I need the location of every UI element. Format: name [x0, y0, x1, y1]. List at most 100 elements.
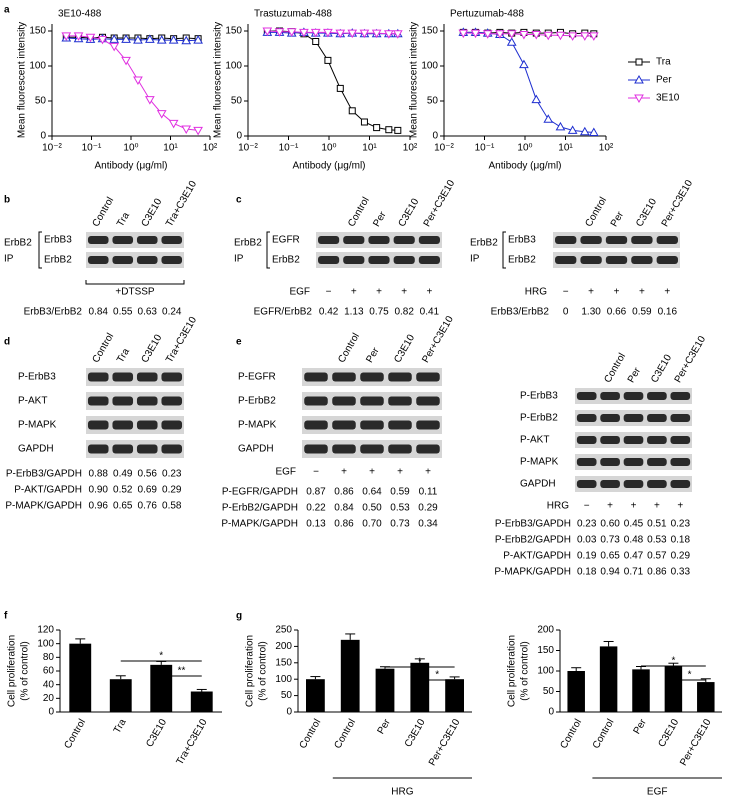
- marker: [348, 107, 356, 115]
- sign: +: [607, 501, 613, 512]
- quant-value: 0.18: [671, 535, 691, 546]
- marker: [324, 56, 332, 64]
- quant-value: 0.41: [420, 307, 440, 318]
- x-tick-label: 10⁻²: [42, 143, 62, 154]
- band: [318, 256, 340, 264]
- band: [600, 458, 620, 466]
- marker: [73, 32, 84, 41]
- band: [360, 396, 384, 406]
- quant-value: 0.23: [577, 519, 597, 530]
- band: [647, 458, 667, 466]
- marker: [385, 126, 393, 134]
- row-label: P-ErbB3: [520, 391, 558, 402]
- band: [580, 236, 602, 244]
- y-tick-label: 50: [35, 96, 47, 107]
- panel-label: e: [236, 337, 242, 348]
- marker: [531, 94, 542, 104]
- lane-label: Control: [602, 351, 628, 384]
- band: [623, 480, 644, 488]
- x-tick-label: Control: [558, 717, 584, 750]
- marker: [193, 35, 203, 44]
- y-tick-label: 20: [43, 693, 55, 704]
- marker: [85, 33, 96, 43]
- legend-label: Tra: [656, 57, 671, 68]
- x-tick-label: Tra+C3E10: [175, 717, 210, 767]
- quant-value: 0.34: [418, 519, 438, 530]
- band: [555, 256, 577, 264]
- y-tick-label: 100: [29, 61, 46, 72]
- marker: [133, 76, 143, 86]
- x-tick-label: 10¹: [558, 143, 573, 154]
- band: [136, 420, 158, 430]
- band: [112, 372, 134, 382]
- lane-label: C3E10: [649, 352, 674, 384]
- chart-title: 3E10-488: [58, 9, 102, 20]
- marker: [310, 28, 321, 38]
- quant-value: 0.64: [362, 487, 382, 498]
- row-label: ErbB3: [44, 235, 72, 246]
- quant-label: ErbB3/ErbB2: [24, 307, 83, 318]
- x-tick-label: C3E10: [144, 717, 169, 749]
- marker: [588, 32, 599, 41]
- ip-bracket: [502, 231, 506, 269]
- marker: [531, 31, 542, 40]
- blot-strip: [86, 252, 184, 268]
- y-tick-label: 100: [421, 61, 438, 72]
- quant-label: P-MAPK/GAPDH: [221, 519, 298, 530]
- quant-label: P-AKT/GAPDH: [14, 485, 82, 496]
- quant-value: 0.70: [362, 519, 382, 530]
- marker: [634, 94, 644, 104]
- band: [343, 236, 365, 244]
- bar: [306, 679, 325, 712]
- band: [343, 256, 365, 264]
- quant-value: 0.96: [89, 501, 109, 512]
- panel-label: b: [4, 195, 10, 206]
- quant-value: 0.88: [89, 469, 109, 480]
- quant-value: 0.48: [624, 535, 644, 546]
- lane-label: C3E10: [140, 196, 165, 228]
- marker: [470, 29, 481, 39]
- band: [623, 414, 644, 422]
- x-tick-label: Control: [62, 717, 88, 750]
- quant-value: 0.42: [319, 307, 339, 318]
- significance-label: **: [178, 666, 186, 677]
- y-tick-label: 50: [231, 96, 243, 107]
- bar: [445, 679, 464, 712]
- y-tick-label: 50: [543, 686, 555, 697]
- quant-value: 0.84: [89, 307, 109, 318]
- marker: [61, 32, 72, 41]
- band: [112, 420, 134, 430]
- treatment-label: +DTSSP: [115, 287, 155, 298]
- lane-label: C3E10: [392, 332, 417, 364]
- band: [360, 420, 384, 430]
- marker: [109, 34, 120, 43]
- sign: +: [426, 287, 432, 298]
- quant-value: 0.71: [624, 567, 644, 578]
- row-label: GAPDH: [18, 444, 54, 455]
- band: [416, 420, 440, 430]
- band: [332, 420, 356, 430]
- band: [304, 444, 328, 454]
- band: [656, 236, 678, 244]
- quant-value: 0.59: [390, 487, 410, 498]
- quant-value: 0: [563, 307, 569, 318]
- marker: [133, 35, 143, 44]
- quant-value: 0.65: [600, 551, 620, 562]
- x-tick-label: 10⁻²: [238, 143, 258, 154]
- band: [388, 372, 412, 382]
- significance-label: *: [159, 651, 163, 662]
- marker: [579, 126, 590, 136]
- marker: [181, 35, 192, 45]
- band: [576, 392, 597, 400]
- quant-value: 0.29: [418, 503, 438, 514]
- band: [670, 480, 691, 488]
- lane-label: Tra+C3E10: [164, 179, 199, 229]
- lane-label: C3E10: [140, 332, 165, 364]
- quant-label: P-ErbB2/GAPDH: [222, 503, 298, 514]
- marker: [360, 118, 368, 126]
- band: [647, 392, 667, 400]
- y-axis-label: (% of control): [258, 641, 269, 700]
- x-tick-label: 10²: [599, 143, 614, 154]
- band: [136, 372, 158, 382]
- band: [600, 480, 620, 488]
